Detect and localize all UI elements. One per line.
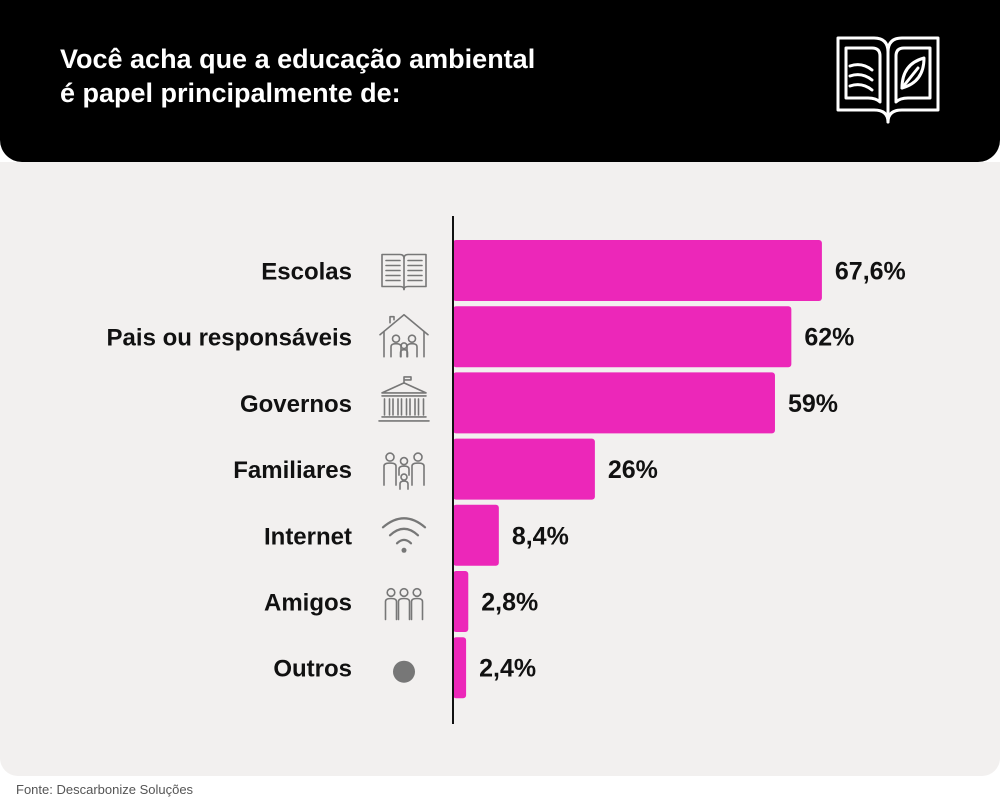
bar-row: Governos 59% bbox=[240, 372, 838, 434]
family-group-icon bbox=[383, 452, 425, 490]
bar bbox=[453, 504, 499, 566]
government-building-icon bbox=[378, 376, 430, 422]
category-label: Amigos bbox=[264, 590, 352, 617]
value-label: 8,4% bbox=[512, 522, 569, 550]
bar bbox=[453, 306, 792, 368]
family-house-icon bbox=[379, 313, 429, 358]
category-label: Familiares bbox=[233, 457, 352, 484]
bar-row: Amigos 2,8% bbox=[264, 571, 538, 632]
bar bbox=[453, 240, 822, 301]
header-banner: Você acha que a educação ambiental é pap… bbox=[0, 0, 1000, 162]
bar-row: Pais ou responsáveis 62% bbox=[107, 306, 854, 368]
bar-row: Familiares 26% bbox=[233, 438, 658, 500]
bar bbox=[453, 637, 467, 699]
category-label: Governos bbox=[240, 391, 352, 418]
book-icon bbox=[381, 253, 427, 291]
page-title: Você acha que a educação ambiental é pap… bbox=[60, 42, 780, 110]
value-label: 62% bbox=[804, 324, 854, 352]
friends-group-icon bbox=[384, 587, 424, 621]
dot-icon bbox=[393, 660, 415, 683]
value-label: 2,8% bbox=[481, 589, 538, 617]
value-label: 26% bbox=[608, 456, 658, 484]
bar-row: Escolas 67,6% bbox=[261, 240, 906, 301]
category-label: Pais ou responsáveis bbox=[107, 325, 352, 352]
value-label: 59% bbox=[788, 390, 838, 418]
wifi-icon bbox=[381, 517, 427, 553]
bar bbox=[453, 438, 595, 500]
bar bbox=[453, 571, 469, 632]
bar bbox=[453, 372, 775, 434]
value-label: 2,4% bbox=[479, 655, 536, 683]
category-label: Outros bbox=[273, 656, 352, 683]
title-line-1: Você acha que a educação ambiental bbox=[60, 44, 536, 74]
value-label: 67,6% bbox=[835, 258, 906, 286]
bar-row: Outros 2,4% bbox=[273, 637, 536, 699]
category-label: Escolas bbox=[261, 259, 352, 286]
open-book-leaf-icon bbox=[836, 36, 940, 124]
title-line-2: é papel principalmente de: bbox=[60, 78, 401, 108]
bar-row: Internet 8,4% bbox=[264, 504, 569, 566]
category-label: Internet bbox=[264, 523, 352, 550]
source-note: Fonte: Descarbonize Soluções bbox=[16, 782, 194, 797]
